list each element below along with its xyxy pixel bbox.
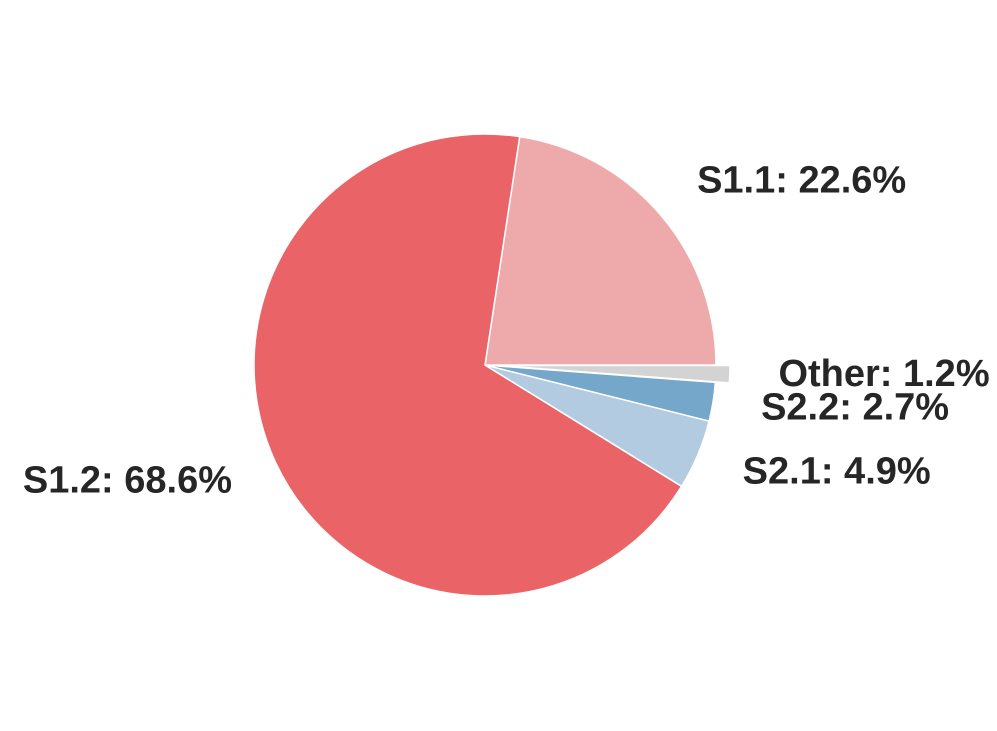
pie-label-s2-1: S2.1: 4.9%: [743, 451, 931, 493]
pie-labels: S1.1: 22.6% S1.2: 68.6% S2.1: 4.9% S2.2: 2.…: [23, 160, 990, 502]
pie-slice-other: [498, 364, 731, 384]
pie-label-other: Other: 1.2%: [778, 353, 989, 395]
pie-label-s1-1: S1.1: 22.6%: [697, 160, 906, 202]
pie-slice-s1-2: [253, 133, 683, 597]
pie-slices: [253, 133, 731, 597]
pie-label-s2-2: S2.2: 2.7%: [761, 387, 949, 429]
pie-slice-s1-1: [484, 135, 717, 366]
pie-label-s1-2: S1.2: 68.6%: [23, 460, 232, 502]
